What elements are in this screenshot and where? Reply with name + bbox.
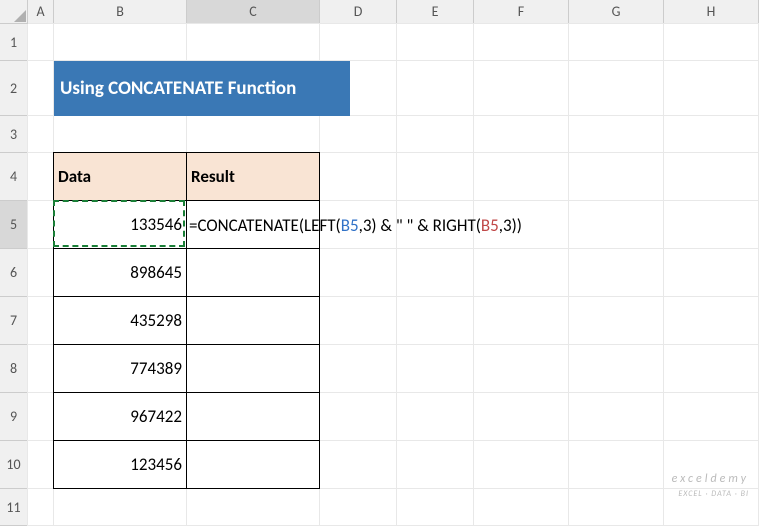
- row-header-7[interactable]: 7: [0, 297, 28, 345]
- column-header-A[interactable]: A: [28, 0, 54, 24]
- row-header-5[interactable]: 5: [0, 201, 28, 249]
- result-cell[interactable]: [186, 344, 320, 393]
- result-cell[interactable]: [186, 440, 320, 489]
- header-data[interactable]: Data: [53, 152, 187, 201]
- row-headers: 1234567891011: [0, 24, 28, 526]
- column-header-E[interactable]: E: [397, 0, 474, 24]
- result-cell[interactable]: [186, 296, 320, 345]
- select-all-icon: [14, 10, 26, 22]
- formula-editing[interactable]: =CONCATENATE(LEFT(B5,3) & " " & RIGHT(B5…: [189, 201, 522, 249]
- row-header-6[interactable]: 6: [0, 249, 28, 297]
- data-cell[interactable]: 774389: [53, 344, 187, 393]
- marching-ants-border: [53, 200, 185, 247]
- watermark-sub: EXCEL · DATA · BI: [678, 489, 749, 499]
- grid-area: Using CONCATENATE FunctionDataResult1335…: [28, 24, 759, 526]
- row-header-9[interactable]: 9: [0, 393, 28, 441]
- watermark-main: exceldemy: [672, 472, 749, 486]
- row-header-2[interactable]: 2: [0, 61, 28, 116]
- result-cell[interactable]: [186, 392, 320, 441]
- row-header-10[interactable]: 10: [0, 441, 28, 489]
- data-cell[interactable]: 967422: [53, 392, 187, 441]
- data-cell[interactable]: 435298: [53, 296, 187, 345]
- select-all-triangle[interactable]: [0, 0, 28, 24]
- data-cell[interactable]: 898645: [53, 248, 187, 297]
- row-header-1[interactable]: 1: [0, 24, 28, 61]
- column-header-B[interactable]: B: [54, 0, 187, 24]
- row-header-4[interactable]: 4: [0, 153, 28, 201]
- column-header-D[interactable]: D: [320, 0, 397, 24]
- result-cell[interactable]: [186, 248, 320, 297]
- data-cell[interactable]: 123456: [53, 440, 187, 489]
- title-banner: Using CONCATENATE Function: [54, 61, 350, 116]
- column-header-G[interactable]: G: [569, 0, 664, 24]
- column-header-H[interactable]: H: [664, 0, 759, 24]
- header-result[interactable]: Result: [186, 152, 320, 201]
- column-header-C[interactable]: C: [187, 0, 320, 24]
- row-header-11[interactable]: 11: [0, 489, 28, 526]
- watermark: exceldemy EXCEL · DATA · BI: [672, 472, 749, 500]
- row-header-8[interactable]: 8: [0, 345, 28, 393]
- row-header-3[interactable]: 3: [0, 116, 28, 153]
- column-headers: ABCDEFGH: [28, 0, 759, 24]
- column-header-F[interactable]: F: [474, 0, 569, 24]
